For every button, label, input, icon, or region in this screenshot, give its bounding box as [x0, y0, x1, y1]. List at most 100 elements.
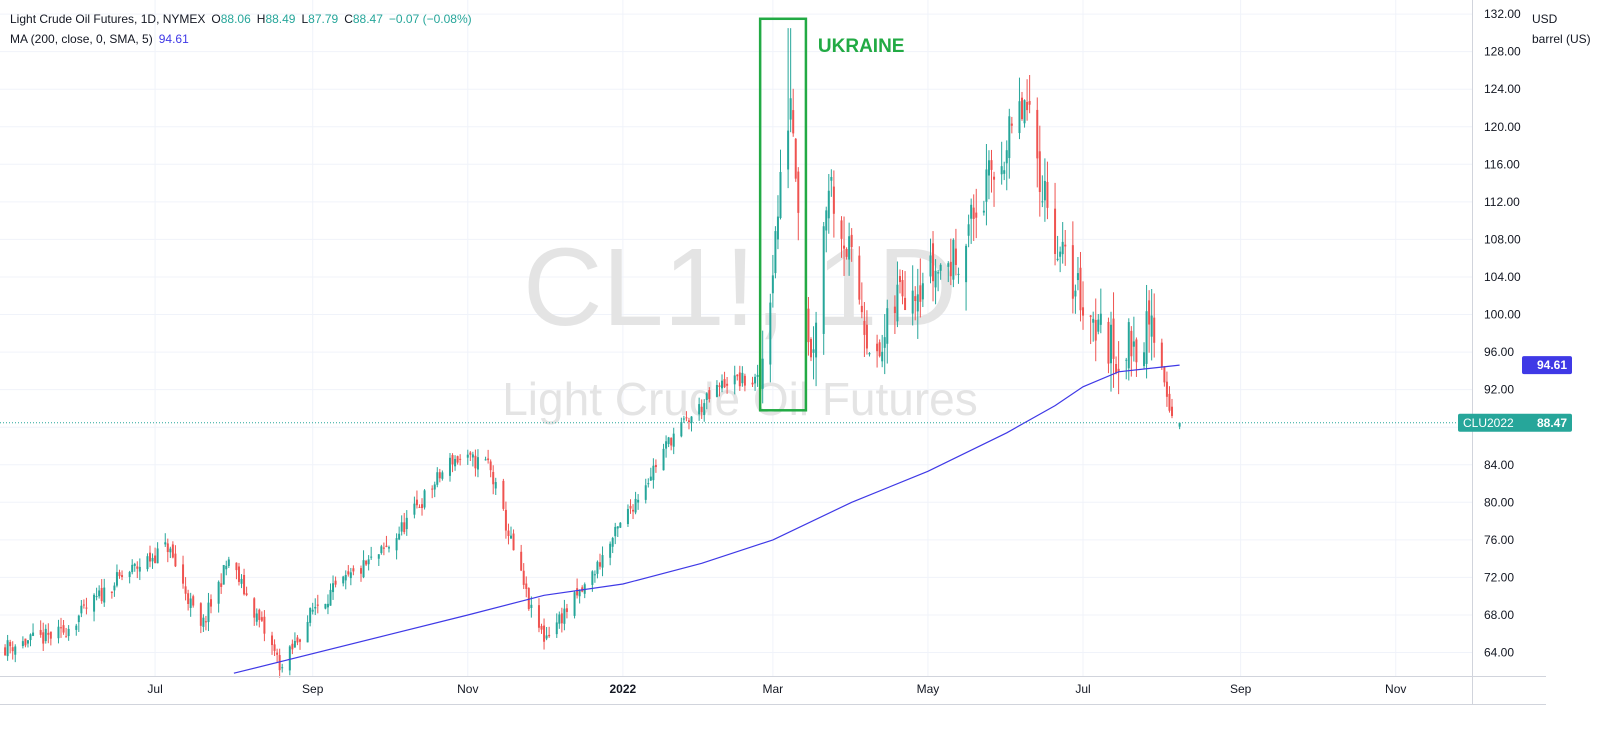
- candle: [1071, 221, 1074, 314]
- candle: [1143, 342, 1146, 370]
- candle: [288, 645, 291, 676]
- candle-body: [192, 596, 195, 606]
- candle-body: [1059, 251, 1062, 257]
- candle-body: [543, 625, 546, 642]
- candle: [1178, 422, 1181, 430]
- candle: [822, 222, 825, 355]
- candle: [718, 382, 721, 397]
- ma-line: [233, 364, 1180, 674]
- candle-body: [398, 533, 401, 540]
- candle-body: [4, 647, 7, 656]
- candle: [967, 214, 970, 248]
- candle: [492, 465, 495, 495]
- candle-body: [560, 613, 563, 624]
- candle-body: [512, 533, 515, 551]
- candle: [578, 589, 581, 604]
- candle-body: [896, 284, 899, 322]
- candle: [438, 468, 441, 483]
- legend-ohlc: Light Crude Oil Futures, 1D, NYMEX O88.06…: [10, 12, 472, 26]
- candle: [1132, 316, 1135, 362]
- candle-body: [494, 482, 497, 489]
- candle-body: [510, 535, 513, 539]
- candle-body: [148, 552, 151, 562]
- candle-body: [1143, 352, 1146, 367]
- candle: [44, 624, 47, 644]
- candle-body: [860, 305, 863, 313]
- candle-body: [403, 522, 406, 533]
- candle-body: [1064, 244, 1067, 247]
- candle: [166, 538, 169, 563]
- candle: [1094, 298, 1097, 362]
- candle: [670, 437, 673, 451]
- candle: [680, 417, 683, 438]
- axes[interactable]: 64.0068.0072.0076.0080.0084.0088.0092.00…: [0, 0, 1572, 705]
- candle: [705, 392, 708, 410]
- candle: [893, 295, 896, 335]
- candle: [815, 311, 818, 387]
- candle: [619, 522, 622, 529]
- candle-body: [166, 543, 169, 553]
- candle: [110, 591, 113, 599]
- candle: [273, 639, 276, 657]
- candle: [919, 258, 922, 318]
- candle: [797, 167, 800, 241]
- legend-l-label: L: [301, 12, 309, 26]
- candle-body: [306, 621, 309, 643]
- candle-body: [611, 538, 614, 547]
- candle-body: [1003, 170, 1006, 174]
- candle-body: [527, 588, 530, 610]
- candle: [1023, 99, 1026, 128]
- candle-body: [281, 667, 284, 669]
- candle: [715, 380, 718, 398]
- candle-body: [792, 110, 795, 134]
- candle-body: [881, 351, 884, 362]
- candle-body: [296, 637, 299, 643]
- candle-body: [993, 176, 996, 180]
- candle-body: [1076, 273, 1079, 281]
- candle: [329, 583, 332, 606]
- candle: [1130, 326, 1133, 377]
- candle-body: [850, 234, 853, 248]
- candle: [360, 565, 363, 582]
- candle-body: [919, 285, 922, 302]
- candle-body: [952, 239, 955, 280]
- candle-body: [733, 375, 736, 385]
- candle-body: [367, 559, 370, 565]
- candle-body: [121, 575, 124, 578]
- candle: [57, 619, 60, 644]
- candle-body: [845, 249, 848, 257]
- candle: [1018, 77, 1021, 140]
- candle: [293, 632, 296, 649]
- candle-body: [741, 372, 744, 384]
- candle-body: [1160, 342, 1163, 368]
- candle: [151, 553, 154, 569]
- candle: [189, 592, 192, 617]
- candle: [878, 339, 881, 358]
- candle: [654, 459, 657, 473]
- candle: [1099, 288, 1102, 334]
- candle-body: [779, 171, 782, 218]
- legend-o-label: O: [211, 12, 221, 26]
- candle: [975, 188, 978, 239]
- candle: [334, 576, 337, 588]
- candle-body: [1000, 166, 1003, 175]
- candle: [263, 610, 266, 642]
- candle-body: [985, 169, 988, 202]
- candle-body: [44, 628, 47, 642]
- candle-body: [29, 634, 32, 641]
- candle: [1000, 141, 1003, 185]
- candle: [29, 633, 32, 647]
- candle-body: [738, 372, 741, 387]
- candle-body: [187, 593, 190, 604]
- candle: [682, 415, 685, 423]
- candle: [484, 456, 487, 461]
- candle-body: [898, 276, 901, 283]
- candle: [825, 206, 828, 253]
- candle: [487, 449, 490, 464]
- candle: [957, 267, 960, 284]
- x-tick-label: Sep: [302, 682, 324, 696]
- candle: [154, 547, 157, 564]
- candle-body: [174, 553, 177, 567]
